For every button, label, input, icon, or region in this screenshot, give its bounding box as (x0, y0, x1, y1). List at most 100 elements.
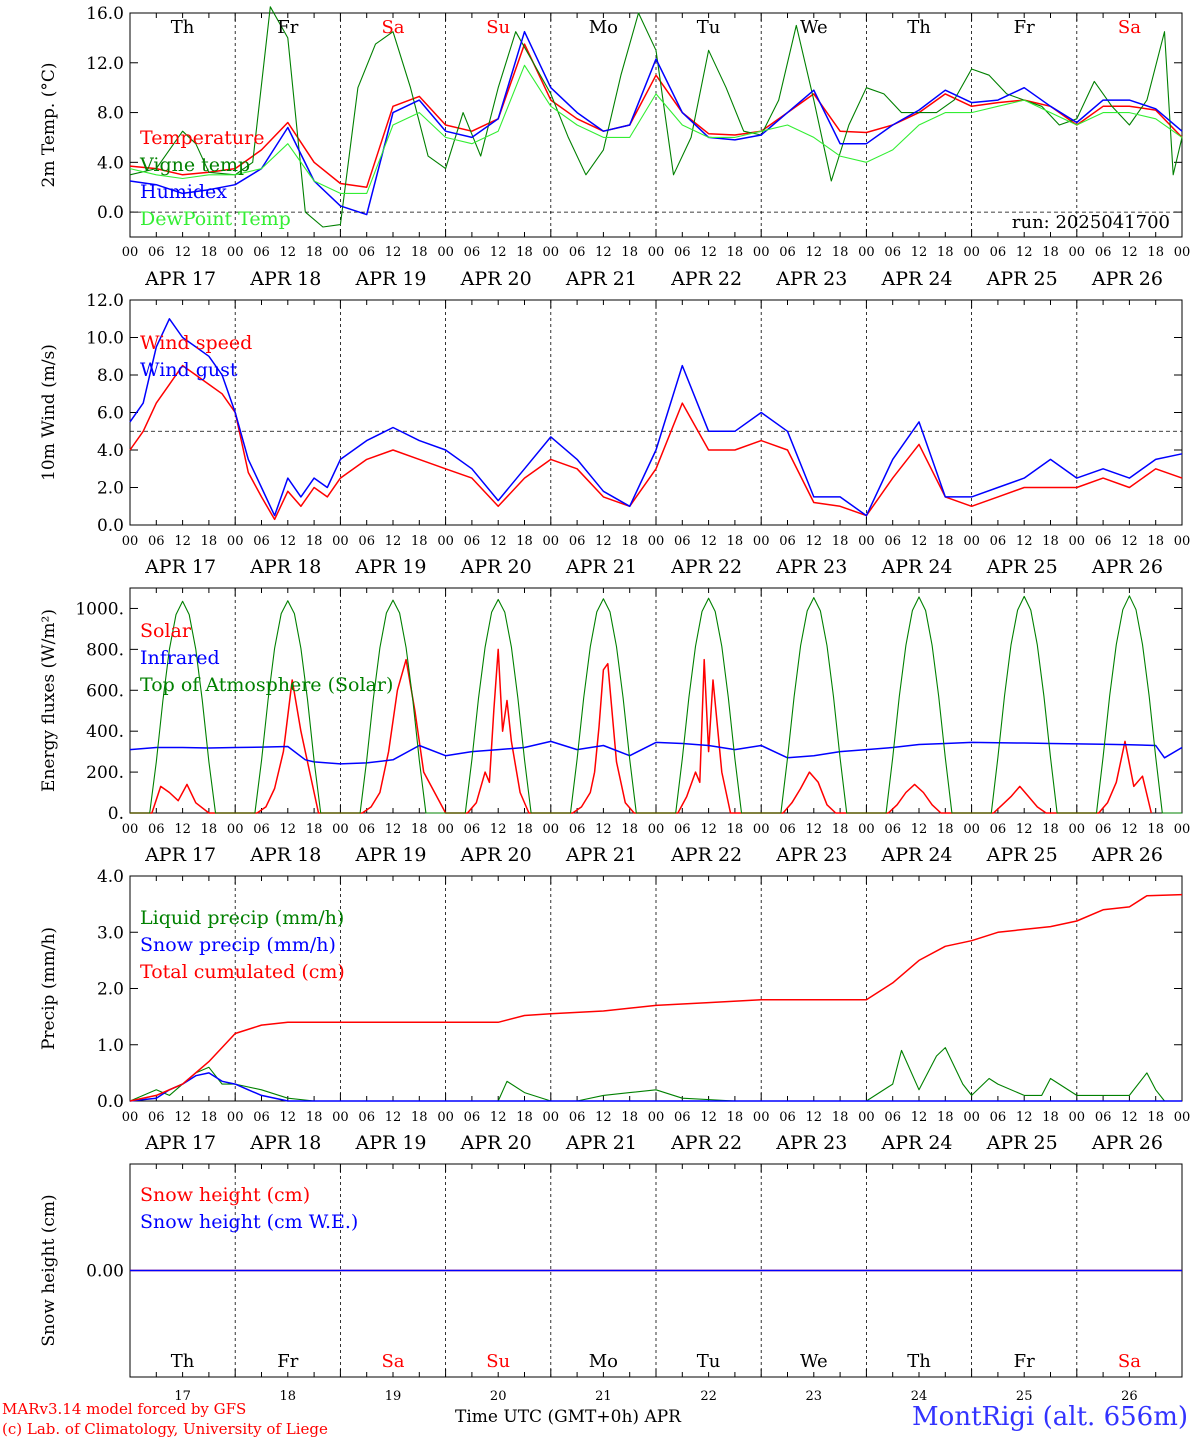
hour-tick-label: 18 (201, 1110, 218, 1125)
hour-tick-label: 18 (516, 822, 533, 837)
hour-tick-label: 12 (280, 245, 297, 260)
hour-tick-label: 06 (148, 534, 165, 549)
hour-tick-label: 18 (1042, 245, 1059, 260)
hour-tick-label: 12 (1121, 822, 1138, 837)
date-label: APR 26 (1091, 268, 1163, 290)
y-tick-label: 2.0 (97, 479, 124, 499)
hour-tick-label: 00 (122, 245, 139, 260)
date-label: APR 25 (986, 1132, 1058, 1154)
hour-tick-label: 00 (753, 245, 770, 260)
y-tick-label: 16.0 (86, 4, 124, 24)
hour-tick-label: 12 (280, 822, 297, 837)
hour-tick-label: 18 (727, 534, 744, 549)
hour-tick-label: 06 (464, 245, 481, 260)
hour-tick-label: 06 (1095, 822, 1112, 837)
y-axis-label-flux: Energy fluxes (W/m²) (39, 609, 59, 792)
weekday-label: Tu (697, 1351, 721, 1372)
hour-tick-label: 12 (911, 1110, 928, 1125)
legend-entry: Total cumulated (cm) (140, 961, 345, 983)
hour-tick-label: 12 (1016, 822, 1033, 837)
hour-tick-label: 18 (832, 1110, 849, 1125)
hour-tick-label: 00 (543, 245, 560, 260)
y-tick-label: 8.0 (97, 104, 124, 124)
hour-tick-label: 12 (1016, 245, 1033, 260)
y-tick-label: 3.0 (97, 923, 124, 943)
hour-tick-label: 12 (385, 822, 402, 837)
hour-tick-label: 12 (595, 245, 612, 260)
date-label: APR 20 (460, 1132, 532, 1154)
hour-tick-label: 00 (437, 534, 454, 549)
weekday-label: Fr (277, 1351, 298, 1372)
y-tick-label: 800. (86, 640, 124, 660)
y-tick-label: 1000. (75, 599, 124, 619)
legend-entry: Humidex (140, 181, 227, 203)
legend-entry: Top of Atmosphere (Solar) (140, 674, 393, 696)
date-label: APR 19 (354, 268, 426, 290)
hour-tick-label: 12 (1016, 1110, 1033, 1125)
hour-tick-label: 12 (174, 245, 191, 260)
date-label: APR 22 (670, 1132, 742, 1154)
weekday-label: Su (486, 17, 510, 38)
hour-tick-label: 00 (227, 822, 244, 837)
date-label: APR 24 (880, 268, 952, 290)
y-tick-label: 12.0 (86, 54, 124, 74)
hour-tick-label: 00 (332, 822, 349, 837)
hour-tick-label: 12 (490, 1110, 507, 1125)
hour-tick-label: 12 (806, 822, 823, 837)
date-label: APR 26 (1091, 1132, 1163, 1154)
hour-tick-label: 00 (1069, 822, 1086, 837)
y-tick-label: 0.0 (97, 516, 124, 536)
legend-entry: Temperature (140, 127, 264, 149)
hour-tick-label: 06 (358, 245, 375, 260)
hour-tick-label: 06 (674, 534, 691, 549)
hour-tick-label: 12 (1121, 1110, 1138, 1125)
hour-tick-label: 00 (227, 534, 244, 549)
hour-tick-label: 12 (1121, 245, 1138, 260)
day-number-label: 21 (595, 1389, 612, 1404)
hour-tick-label: 00 (437, 822, 454, 837)
hour-tick-label: 18 (411, 1110, 428, 1125)
hour-tick-label: 00 (648, 1110, 665, 1125)
hour-tick-label: 18 (727, 1110, 744, 1125)
date-label: APR 23 (775, 268, 847, 290)
day-number-label: 20 (490, 1389, 507, 1404)
date-label: APR 17 (144, 844, 216, 866)
y-tick-label: 4.0 (97, 867, 124, 887)
hour-tick-label: 18 (832, 534, 849, 549)
hour-tick-label: 00 (122, 1110, 139, 1125)
hour-tick-label: 06 (884, 1110, 901, 1125)
date-label: APR 18 (249, 556, 321, 578)
hour-tick-label: 00 (1174, 245, 1191, 260)
hour-tick-label: 18 (1147, 534, 1164, 549)
hour-tick-label: 06 (674, 245, 691, 260)
hour-tick-label: 00 (858, 245, 875, 260)
hour-tick-label: 06 (779, 822, 796, 837)
hour-tick-label: 06 (1095, 245, 1112, 260)
weekday-label: Mo (589, 1351, 618, 1372)
y-tick-label: 0. (108, 804, 124, 824)
date-label: APR 19 (354, 844, 426, 866)
date-label: APR 17 (144, 1132, 216, 1154)
hour-tick-label: 12 (280, 534, 297, 549)
hour-tick-label: 06 (884, 534, 901, 549)
hour-tick-label: 00 (858, 1110, 875, 1125)
date-label: APR 18 (249, 268, 321, 290)
y-axis-label-wind: 10m Wind (m/s) (39, 344, 59, 481)
hour-tick-label: 06 (1095, 534, 1112, 549)
date-label: APR 21 (565, 844, 637, 866)
hour-tick-label: 12 (595, 534, 612, 549)
hour-tick-label: 18 (306, 822, 323, 837)
hour-tick-label: 18 (727, 822, 744, 837)
hour-tick-label: 06 (569, 245, 586, 260)
weekday-label: Sa (1118, 17, 1141, 38)
hour-tick-label: 12 (174, 534, 191, 549)
hour-tick-label: 12 (385, 534, 402, 549)
y-axis-label-snow: Snow height (cm) (39, 1194, 59, 1346)
hour-tick-label: 00 (437, 245, 454, 260)
date-label: APR 20 (460, 268, 532, 290)
weekday-label: Tu (697, 17, 721, 38)
hour-tick-label: 06 (464, 534, 481, 549)
hour-tick-label: 06 (358, 1110, 375, 1125)
weekday-label: Fr (1014, 17, 1035, 38)
